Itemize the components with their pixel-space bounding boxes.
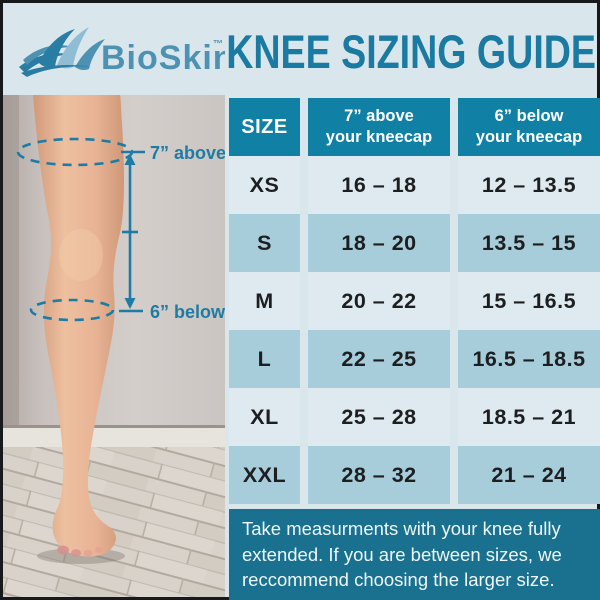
above-range-cell: 20 – 22 [308, 272, 450, 330]
brand-trademark: ™ [213, 39, 223, 50]
below-range-cell: 15 – 16.5 [458, 272, 600, 330]
above-range-cell: 16 – 18 [308, 156, 450, 214]
above-label: 7” above [150, 143, 225, 163]
size-cell: L [229, 330, 300, 388]
above-range-cell: 22 – 25 [308, 330, 450, 388]
table-row: XL 25 – 28 18.5 – 21 [229, 388, 600, 446]
below-range-cell: 21 – 24 [458, 446, 600, 504]
wood-floor [3, 447, 225, 597]
wall-corner-shadow [3, 95, 19, 435]
toe-nail [95, 547, 103, 553]
measurement-note: Take measurments with your knee fully ex… [229, 509, 600, 600]
table-row: XS 16 – 18 12 – 13.5 [229, 156, 600, 214]
baseboard [3, 428, 225, 447]
baseboard-line [3, 425, 225, 428]
below-range-cell: 12 – 13.5 [458, 156, 600, 214]
size-cell: XXL [229, 446, 300, 504]
arrowhead-down-icon [124, 298, 136, 309]
above-range-cell: 25 – 28 [308, 388, 450, 446]
leg-measurement-figure: 7” above 6” below [3, 95, 225, 597]
size-cell: S [229, 214, 300, 272]
below-range-cell: 18.5 – 21 [458, 388, 600, 446]
size-cell: XL [229, 388, 300, 446]
table-row: M 20 – 22 15 – 16.5 [229, 272, 600, 330]
table-row: L 22 – 25 16.5 – 18.5 [229, 330, 600, 388]
bioskin-logo: BioSkin ™ [19, 27, 225, 77]
arrowheads [124, 154, 136, 309]
measurement-annotations [16, 137, 145, 322]
below-range-cell: 13.5 – 15 [458, 214, 600, 272]
col-header-above: 7” above your kneecap [308, 98, 450, 156]
col-header-below: 6” below your kneecap [458, 98, 600, 156]
table-row: S 18 – 20 13.5 – 15 [229, 214, 600, 272]
calf-measure-ellipse [29, 298, 115, 322]
toe-nail [71, 549, 81, 557]
toe-nail [57, 545, 69, 555]
col-header-size: SIZE [229, 98, 300, 156]
page-title: KNEE SIZING GUIDE [226, 24, 596, 78]
above-range-cell: 28 – 32 [308, 446, 450, 504]
below-label: 6” below [150, 302, 225, 322]
size-table: SIZE 7” above your kneecap 6” below your… [229, 98, 600, 504]
knee-highlight [59, 229, 103, 281]
header-band: BioSkin ™ KNEE SIZING GUIDE [3, 3, 597, 95]
swoosh-icon [19, 27, 105, 77]
leg-photo [33, 95, 124, 557]
table-header-row: SIZE 7” above your kneecap 6” below your… [229, 98, 600, 156]
note-text: Take measurments with your knee fully ex… [242, 518, 562, 591]
size-cell: M [229, 272, 300, 330]
table-row: XXL 28 – 32 21 – 24 [229, 446, 600, 504]
arrowhead-up-icon [124, 154, 136, 165]
size-cell: XS [229, 156, 300, 214]
above-range-cell: 18 – 20 [308, 214, 450, 272]
toe-nail [83, 549, 93, 557]
brand-name: BioSkin [101, 39, 225, 77]
below-range-cell: 16.5 – 18.5 [458, 330, 600, 388]
